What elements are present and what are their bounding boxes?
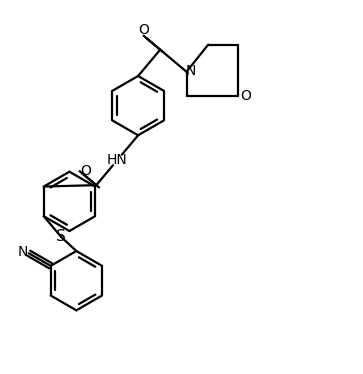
Text: HN: HN bbox=[107, 153, 127, 167]
Text: O: O bbox=[138, 23, 149, 37]
Text: O: O bbox=[240, 89, 251, 103]
Text: O: O bbox=[80, 164, 91, 178]
Text: S: S bbox=[56, 230, 66, 245]
Text: N: N bbox=[18, 245, 28, 260]
Text: N: N bbox=[186, 64, 196, 78]
